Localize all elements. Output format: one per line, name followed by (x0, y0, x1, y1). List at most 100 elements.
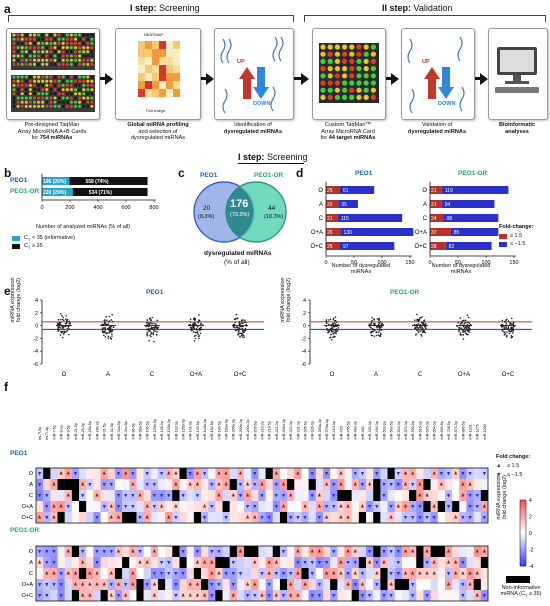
bar-noninformative-label: 558 (74%) (85, 179, 108, 185)
e-data-point (378, 317, 381, 320)
fold-up-marker (289, 593, 293, 597)
e-data-point (507, 327, 510, 329)
e-data-point (382, 323, 384, 326)
fold-up-marker (37, 515, 42, 519)
heatmap-cell (215, 501, 223, 512)
fold-down-marker (317, 561, 321, 565)
heatmap-cell (222, 579, 230, 590)
array-cards-image (11, 33, 95, 112)
array-dot (20, 50, 24, 54)
heatmap-cell (394, 579, 403, 590)
e-data-point (57, 330, 60, 333)
array-dot (65, 37, 69, 41)
array-dot (16, 41, 20, 45)
e-data-point (510, 317, 513, 320)
computer-icon (495, 47, 539, 93)
bar-down (340, 242, 395, 250)
fold-down-marker (116, 505, 121, 509)
array-dot (37, 92, 41, 96)
fold-down-marker (59, 594, 63, 598)
heatmap-cell (43, 479, 51, 490)
fold-down-marker (37, 583, 42, 587)
fold-up-marker (461, 482, 465, 486)
array-dot (69, 92, 73, 96)
fold-down-marker (332, 550, 336, 554)
heatmap-cell (122, 479, 130, 490)
array-dot (16, 79, 20, 83)
e-data-point (105, 316, 107, 318)
heatmap-cell (64, 479, 73, 490)
fold-down-marker (324, 505, 329, 509)
heatmap-cell (308, 479, 317, 490)
heatmap-cell (165, 590, 173, 601)
array-dot (24, 33, 28, 37)
e-data-point (513, 325, 515, 328)
array-dot (49, 83, 53, 87)
heatmap-cell (322, 546, 331, 557)
mirna-column-label: miR-96-5p (131, 423, 135, 440)
array-dot (57, 41, 61, 45)
e-data-point (510, 329, 513, 332)
array-dot (41, 75, 45, 79)
e-data-point (370, 322, 373, 325)
e-data-point (332, 328, 335, 331)
mirna-column-label: miR-200c-3p (246, 419, 250, 440)
array-dot (82, 83, 86, 87)
e-data-point (235, 329, 238, 331)
fold-down-marker (116, 494, 121, 498)
array-dot (327, 87, 333, 93)
e-data-point (237, 334, 239, 336)
e-data-point (376, 325, 378, 328)
array-dot (45, 96, 49, 100)
array-dot (65, 54, 69, 58)
array-dot (49, 92, 53, 96)
heatmap-cell (409, 557, 417, 568)
array-dot (349, 66, 355, 72)
e-data-point (505, 326, 508, 328)
array-dot (349, 51, 355, 57)
e-data-point (377, 319, 380, 321)
fold-up-marker (403, 571, 408, 575)
array-dot (86, 50, 90, 54)
heatmap-cell (129, 590, 137, 601)
e-data-point (372, 322, 375, 325)
e-data-point (503, 326, 506, 328)
heatmap-cell (430, 579, 438, 590)
array-dot (41, 83, 45, 87)
fold-up-marker (396, 504, 400, 508)
fold-label: Fold change (146, 109, 166, 113)
array-dot (370, 80, 376, 86)
e-data-point (371, 330, 373, 333)
e-data-point (190, 329, 193, 332)
heatmap-cell (222, 490, 230, 501)
array-dot (16, 104, 20, 108)
e-data-point (198, 329, 201, 331)
fold-up-marker (52, 515, 56, 519)
f-scale-label: miRNA expression fold change (log2) (496, 474, 508, 520)
array-dot (53, 96, 57, 100)
heatmap-cell (43, 468, 51, 479)
fold-up-marker (116, 515, 121, 519)
array-dot (86, 75, 90, 79)
arrow-4 (386, 77, 392, 80)
heatmap-cell (301, 590, 309, 601)
e-data-point (374, 322, 376, 325)
fold-down-marker (360, 572, 365, 576)
mini-heatmap-cell (152, 73, 159, 81)
e-data-point (467, 321, 469, 324)
e-data-point (503, 331, 506, 334)
panel-label-b: b (4, 166, 12, 180)
fold-down-marker (253, 505, 257, 509)
mini-heatmap-cell (145, 81, 152, 89)
array-dot (327, 94, 333, 100)
fold-up-marker (131, 582, 135, 586)
e-data-point (147, 321, 149, 324)
fold-down-marker (109, 483, 113, 487)
heatmap-cell (315, 568, 324, 579)
fold-down-marker (246, 505, 250, 509)
heatmap-cell (236, 579, 245, 590)
mirna-column-label: miR-193a-5p (225, 419, 229, 440)
fold-up-marker (217, 482, 221, 486)
fold-up-marker (461, 493, 465, 497)
